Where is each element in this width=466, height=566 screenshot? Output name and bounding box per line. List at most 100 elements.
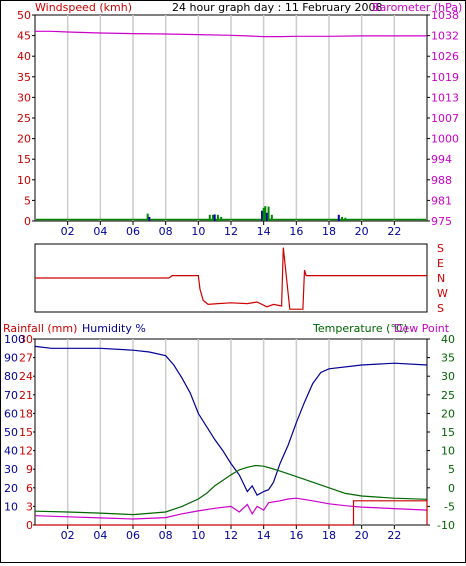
windspeed-tick-label: 0 <box>24 215 31 228</box>
barometer-tick-label: 1007 <box>431 112 459 125</box>
humidity-tick-label: 30 <box>4 463 18 476</box>
graph-title: 24 hour graph day : 11 February 2008 <box>172 1 383 14</box>
windspeed-tick-label: 25 <box>17 112 31 125</box>
rainfall-tick-label: 27 <box>19 352 33 365</box>
rainfall-tick-label: 30 <box>19 333 33 346</box>
dewpoint-line <box>34 497 428 520</box>
windspeed-tick-label: 20 <box>17 133 31 146</box>
barometer-tick-label: 1026 <box>431 50 459 63</box>
direction-tick-label: W <box>437 287 448 300</box>
barometer-tick-label: 1032 <box>431 30 459 43</box>
humidity-tick-label: 40 <box>4 445 18 458</box>
p1-x-tick-label: 16 <box>289 225 303 238</box>
humidity-tick-label: 60 <box>4 407 18 420</box>
windspeed-tick-label: 45 <box>17 30 31 43</box>
windspeed-tick-label: 40 <box>17 50 31 63</box>
humidity-axis-label: Humidity % <box>82 322 146 335</box>
wind-bar <box>146 213 149 221</box>
p3-x-tick-label: 16 <box>289 529 303 542</box>
windspeed-tick-label: 50 <box>17 9 31 22</box>
p1-x-tick-label: 06 <box>126 225 140 238</box>
temperature-tick-label: 30 <box>441 370 455 383</box>
barometer-tick-label: 988 <box>431 174 452 187</box>
temperature-axis-label: Temperature (°C) <box>312 322 408 335</box>
windspeed-tick-label: 30 <box>17 91 31 104</box>
barometer-tick-label: 981 <box>431 194 452 207</box>
wind-bar <box>341 216 344 221</box>
rainfall-tick-label: 6 <box>26 482 33 495</box>
barometer-axis-label: Barometer (hPa) <box>372 1 462 14</box>
temperature-tick-label: 20 <box>441 407 455 420</box>
humidity-tick-label: 80 <box>4 370 18 383</box>
wind-bar <box>265 212 268 221</box>
temperature-tick-label: -5 <box>444 500 455 513</box>
direction-tick-label: S <box>437 302 444 315</box>
direction-tick-label: N <box>437 272 445 285</box>
p1-x-tick-label: 14 <box>257 225 271 238</box>
direction-tick-label: E <box>437 257 444 270</box>
wind-bar <box>270 214 273 221</box>
rainfall-tick-label: 0 <box>26 519 33 532</box>
p1-x-tick-label: 22 <box>387 225 401 238</box>
p3-x-tick-label: 14 <box>257 529 271 542</box>
humidity-tick-label: 50 <box>4 426 18 439</box>
wind-bar <box>344 217 347 221</box>
p3-x-tick-label: 18 <box>322 529 336 542</box>
temperature-tick-label: 40 <box>441 333 455 346</box>
p3-x-tick-label: 04 <box>93 529 107 542</box>
rainfall-line <box>35 500 428 526</box>
temperature-tick-label: 0 <box>448 482 455 495</box>
p1-x-tick-label: 02 <box>61 225 75 238</box>
humidity-tick-label: 90 <box>4 352 18 365</box>
p1-x-tick-label: 04 <box>93 225 107 238</box>
barometer-tick-label: 1000 <box>431 133 459 146</box>
humidity-tick-label: 100 <box>4 333 25 346</box>
barometer-tick-label: 1038 <box>431 9 459 22</box>
p1-x-tick-label: 12 <box>224 225 238 238</box>
barometer-tick-label: 1019 <box>431 71 459 84</box>
chart-marks <box>34 30 428 526</box>
wind-direction-line <box>35 247 427 310</box>
temperature-tick-label: 35 <box>441 352 455 365</box>
rainfall-tick-label: 3 <box>26 500 33 513</box>
direction-tick-label: S <box>437 242 444 255</box>
wind-bar <box>261 210 264 221</box>
windspeed-tick-label: 10 <box>17 174 31 187</box>
wind-bar <box>148 216 151 221</box>
wind-bar <box>267 206 270 221</box>
barometer-tick-label: 994 <box>431 153 452 166</box>
wind-bar <box>213 214 216 221</box>
rainfall-tick-label: 21 <box>19 389 33 402</box>
wind-bar <box>337 214 340 221</box>
rainfall-tick-label: 15 <box>19 426 33 439</box>
windspeed-tick-label: 35 <box>17 71 31 84</box>
humidity-tick-label: 10 <box>4 500 18 513</box>
wind-bar <box>216 214 219 221</box>
wind-bar <box>262 207 265 221</box>
barometer-tick-label: 1013 <box>431 91 459 104</box>
rainfall-tick-label: 12 <box>19 445 33 458</box>
p3-x-tick-label: 12 <box>224 529 238 542</box>
windspeed-tick-label: 5 <box>24 194 31 207</box>
p3-x-tick-label: 02 <box>61 529 75 542</box>
p1-x-tick-label: 10 <box>191 225 205 238</box>
wind-bar <box>212 214 215 221</box>
p3-x-tick-label: 06 <box>126 529 140 542</box>
p3-x-tick-label: 20 <box>355 529 369 542</box>
barometer-tick-label: 975 <box>431 215 452 228</box>
p1-x-tick-label: 08 <box>159 225 173 238</box>
p3-x-tick-label: 08 <box>159 529 173 542</box>
p1-x-tick-label: 20 <box>355 225 369 238</box>
wind-bar <box>264 206 267 221</box>
grid-lines <box>32 14 430 529</box>
barometer-line <box>35 30 427 38</box>
rainfall-axis-label: Rainfall (mm) <box>3 322 77 335</box>
tick-labels: 02 04 06 08 10 12 14 16 18 20 22051015202530354045… <box>4 9 459 542</box>
temperature-tick-label: 15 <box>441 426 455 439</box>
p1-x-tick-label: 18 <box>322 225 336 238</box>
temperature-line <box>34 464 428 516</box>
rainfall-tick-label: 9 <box>26 463 33 476</box>
rainfall-tick-label: 24 <box>19 370 33 383</box>
